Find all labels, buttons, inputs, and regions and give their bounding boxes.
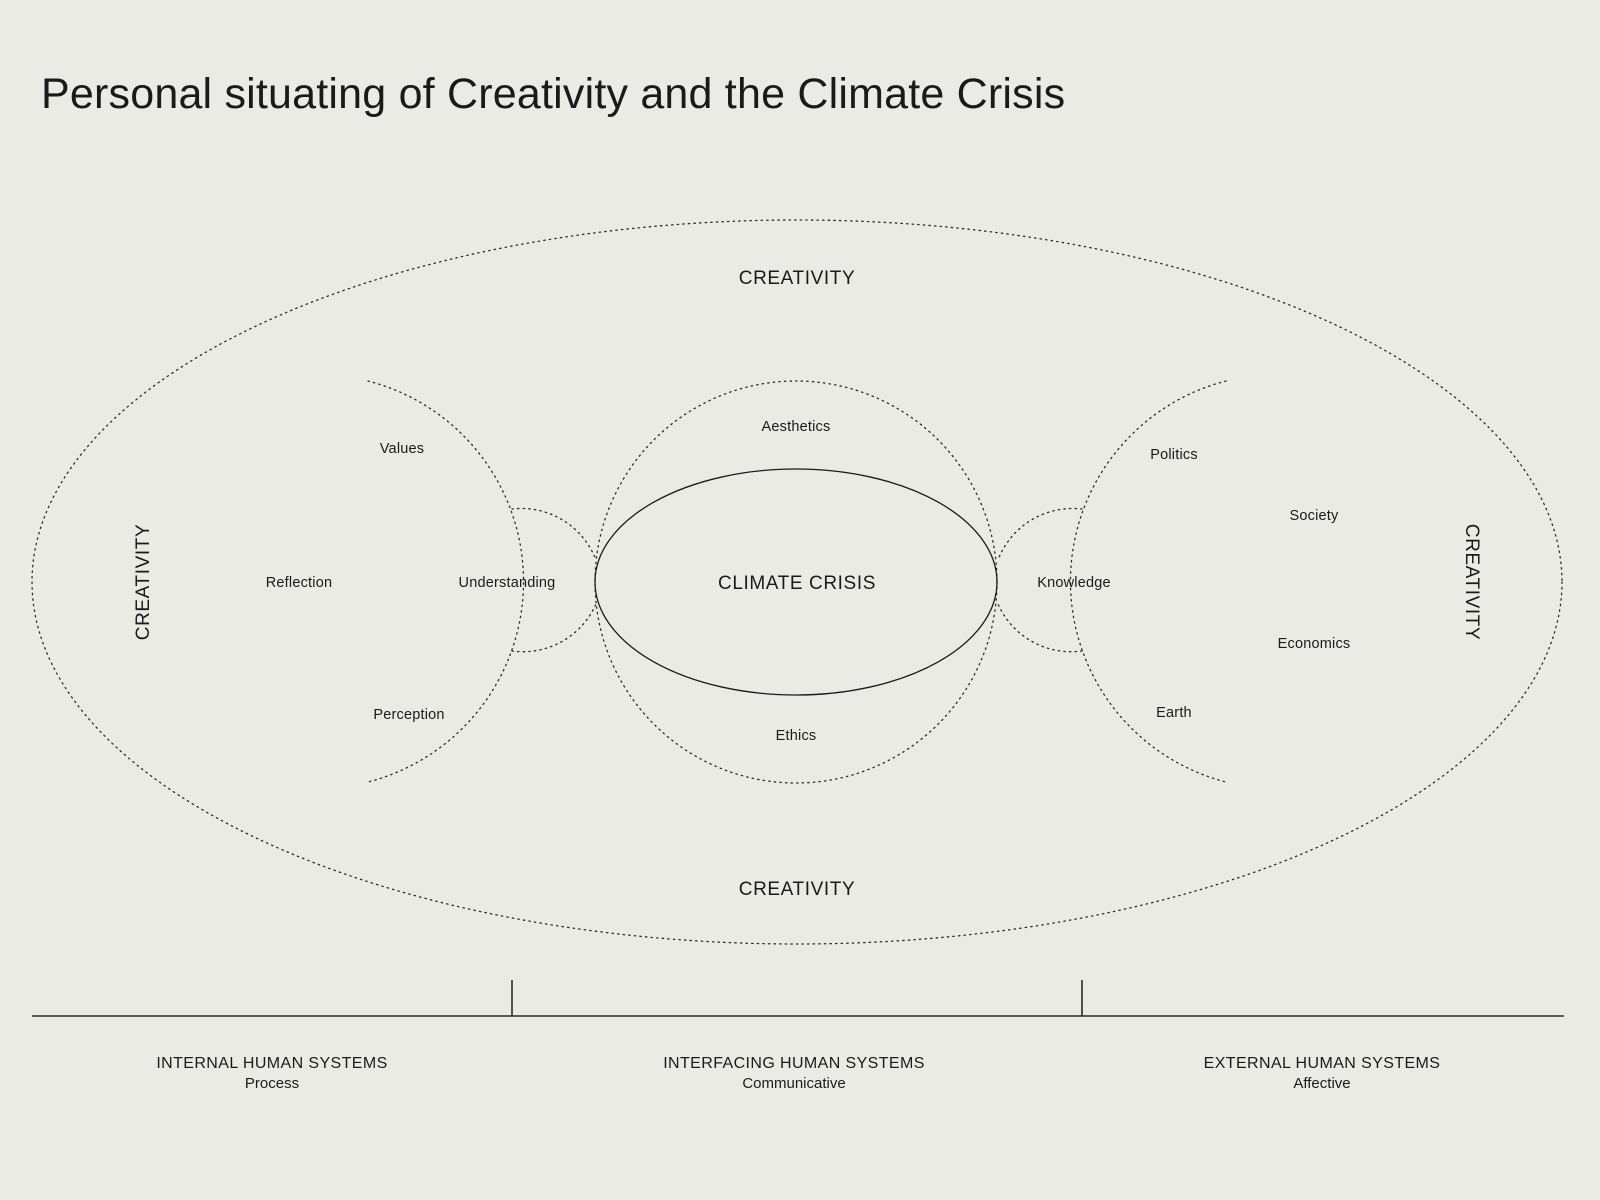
creativity-label-right: CREATIVITY: [1461, 524, 1482, 641]
ethics-label: Ethics: [776, 728, 817, 744]
earth-label: Earth: [1156, 705, 1192, 721]
internal-systems-sub: Process: [245, 1075, 299, 1092]
knowledge-label: Knowledge: [1037, 575, 1111, 591]
creativity-label-left: CREATIVITY: [133, 524, 154, 641]
outer-creativity-ellipse: [31, 219, 1563, 945]
aesthetics-label: Aesthetics: [762, 419, 831, 435]
interfacing-systems-heading: INTERFACING HUMAN SYSTEMS: [663, 1055, 925, 1072]
creativity-label-top: CREATIVITY: [739, 268, 856, 289]
economics-label: Economics: [1278, 636, 1351, 652]
society-label: Society: [1290, 508, 1339, 524]
reflection-label: Reflection: [266, 575, 332, 591]
perception-label: Perception: [373, 707, 444, 723]
page-title: Personal situating of Creativity and the…: [41, 70, 1066, 118]
politics-label: Politics: [1150, 447, 1198, 463]
left-inner-arc-lower: [511, 603, 597, 653]
external-systems-sub: Affective: [1293, 1075, 1350, 1092]
external-systems-heading: EXTERNAL HUMAN SYSTEMS: [1204, 1055, 1441, 1072]
creativity-label-bottom: CREATIVITY: [739, 879, 856, 900]
climate-crisis-label: CLIMATE CRISIS: [718, 573, 876, 594]
right-inner-arc-lower: [997, 603, 1083, 653]
internal-systems-heading: INTERNAL HUMAN SYSTEMS: [156, 1055, 387, 1072]
right-inner-arc: [997, 507, 1083, 561]
interfacing-systems-sub: Communicative: [742, 1075, 845, 1092]
left-inner-arc: [511, 507, 597, 561]
understanding-label: Understanding: [459, 575, 556, 591]
values-label: Values: [380, 441, 424, 457]
climate-crisis-ellipse: [594, 468, 998, 696]
